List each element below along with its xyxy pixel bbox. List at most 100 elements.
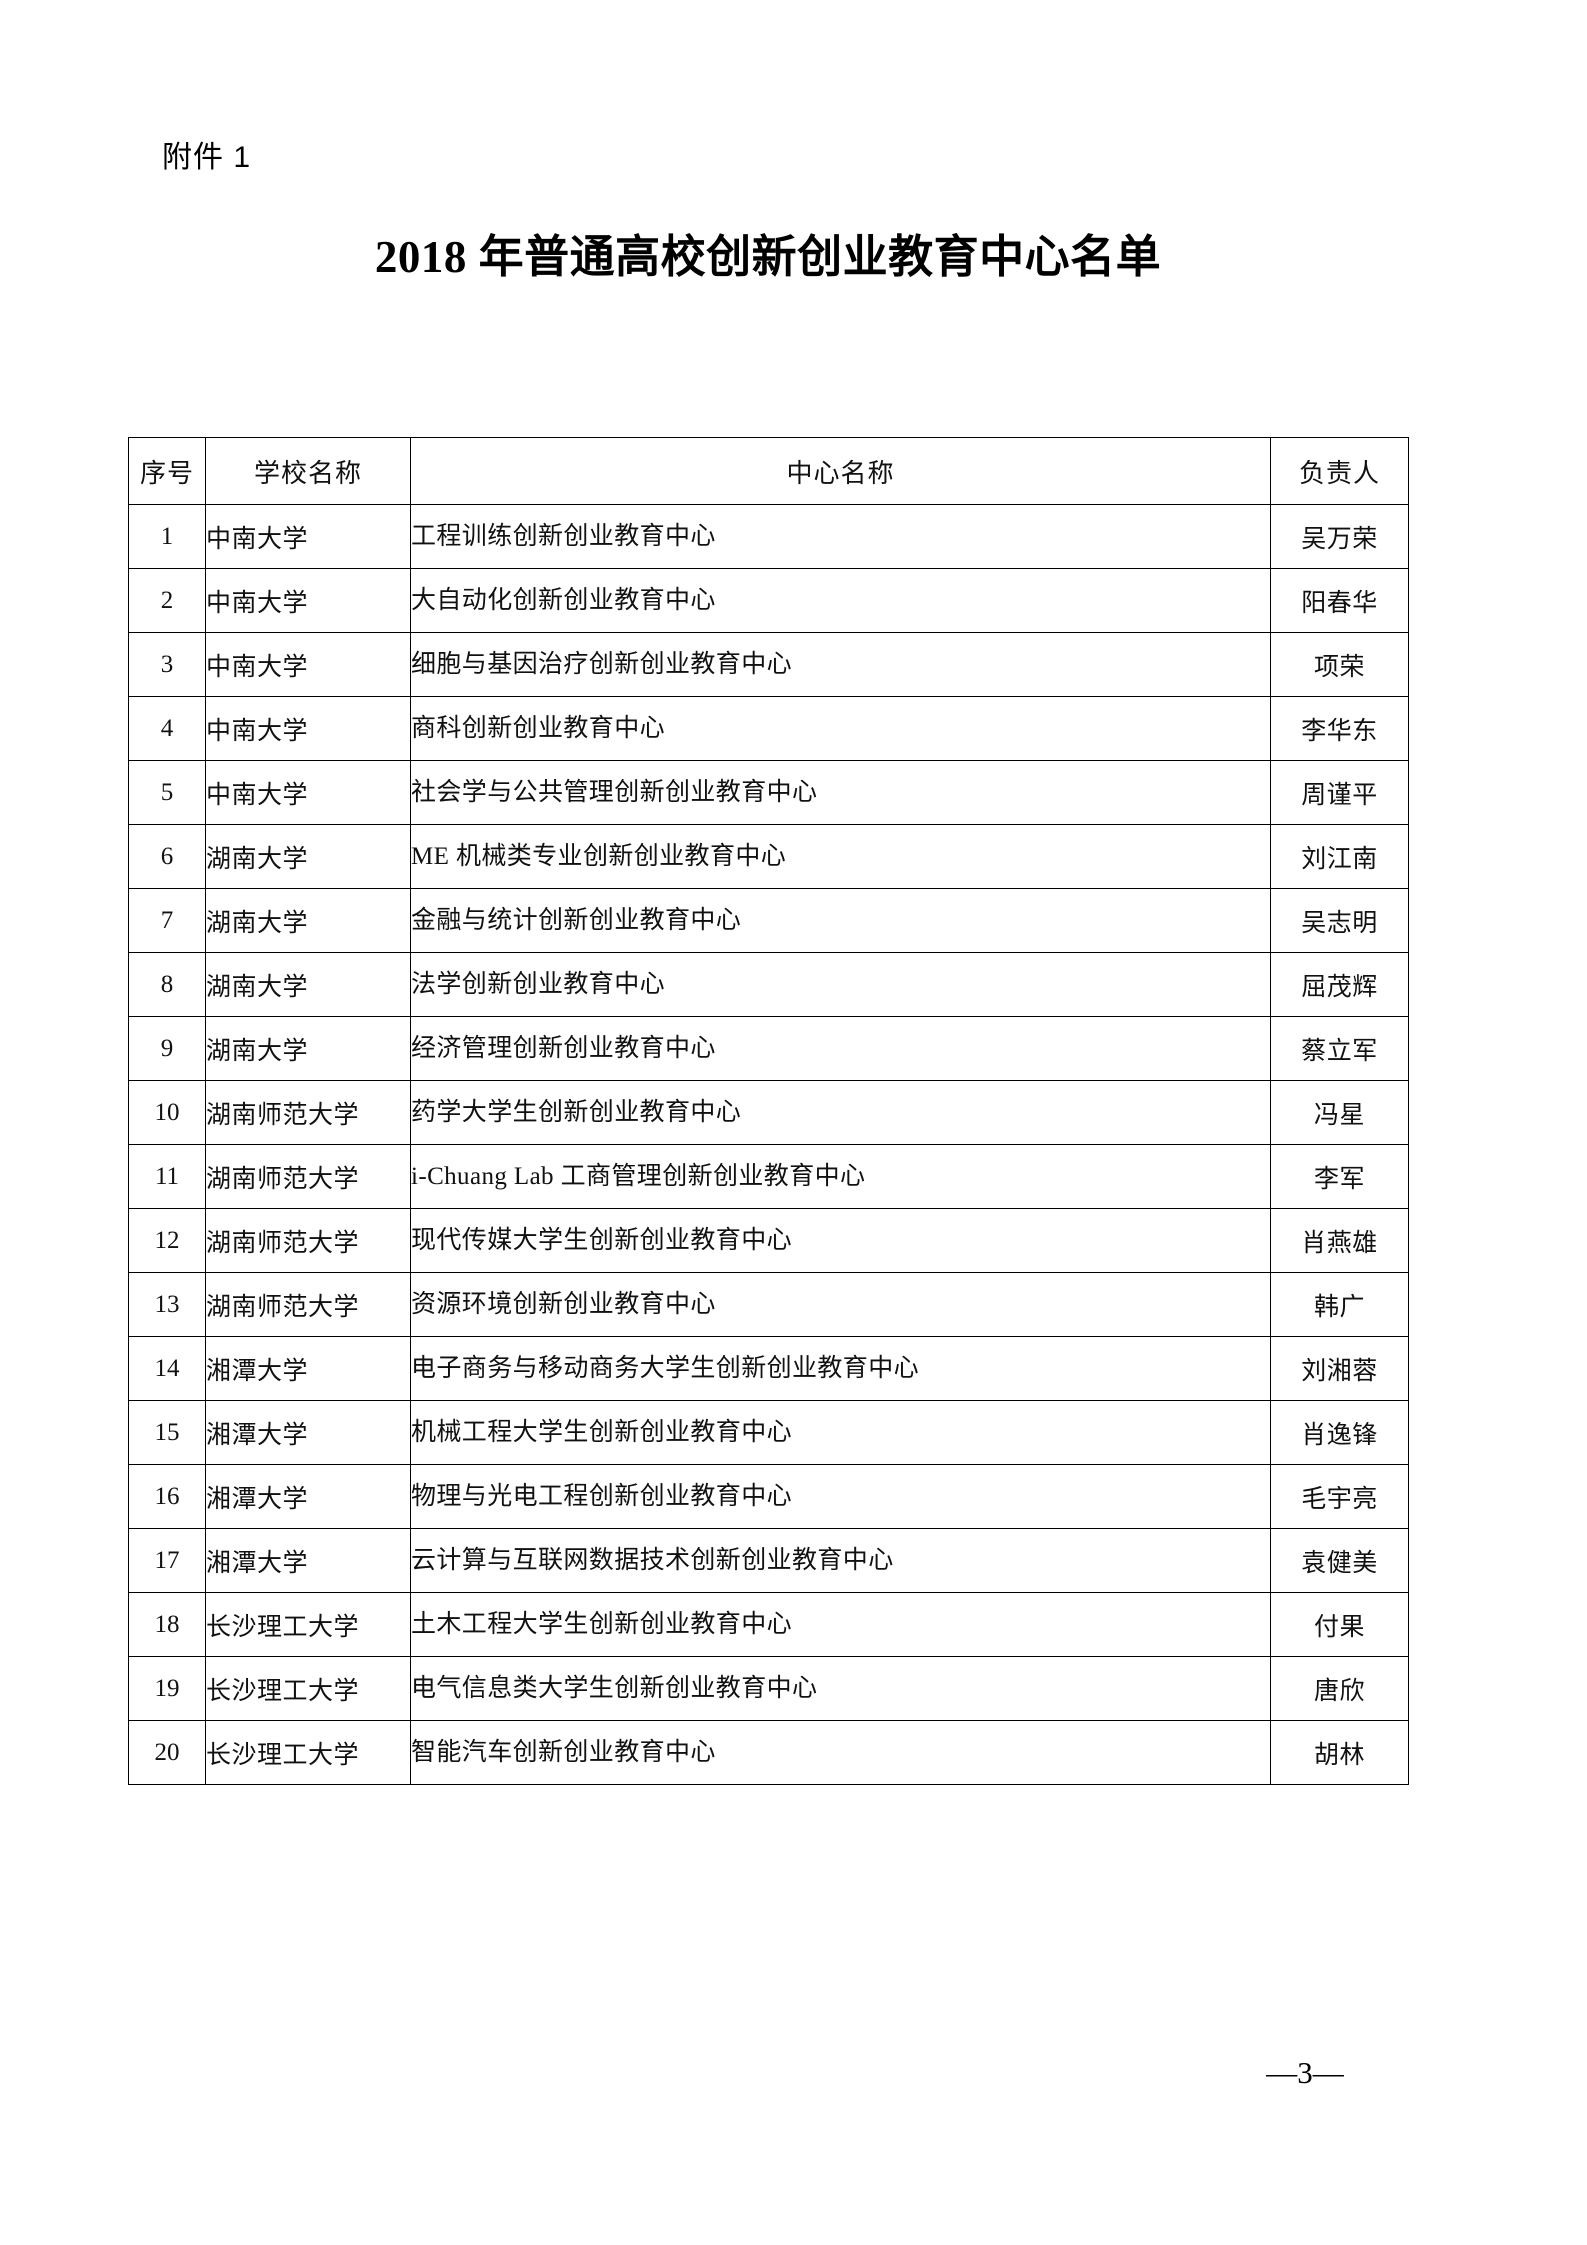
cell-leader: 李军 — [1270, 1144, 1409, 1209]
cell-index: 5 — [128, 760, 206, 825]
table-header: 序号 学校名称 中心名称 负责人 — [128, 437, 1409, 505]
table-row: 19 长沙理工大学 电气信息类大学生创新创业教育中心 唐欣 — [128, 1656, 1409, 1721]
cell-center: 电气信息类大学生创新创业教育中心 — [410, 1656, 1271, 1721]
column-header-center: 中心名称 — [410, 437, 1271, 505]
table-row: 17 湘潭大学 云计算与互联网数据技术创新创业教育中心 袁健美 — [128, 1528, 1409, 1593]
cell-leader: 韩广 — [1270, 1272, 1409, 1337]
center-list-table-container: 序号 学校名称 中心名称 负责人 1 中南大学 工程训练创新创业教育中心 吴万荣 2 中南… — [128, 437, 1409, 1785]
cell-leader: 冯星 — [1270, 1080, 1409, 1145]
cell-center: ME 机械类专业创新创业教育中心 — [410, 824, 1271, 889]
column-header-index: 序号 — [128, 437, 206, 505]
page-title: 2018 年普通高校创新创业教育中心名单 — [374, 232, 1162, 283]
cell-index: 11 — [128, 1144, 206, 1209]
cell-school: 湖南师范大学 — [205, 1272, 411, 1337]
cell-school: 湖南师范大学 — [205, 1080, 411, 1145]
cell-center: 商科创新创业教育中心 — [410, 696, 1271, 761]
cell-school: 中南大学 — [205, 568, 411, 633]
cell-center: i-Chuang Lab 工商管理创新创业教育中心 — [410, 1144, 1271, 1209]
cell-leader: 刘江南 — [1270, 824, 1409, 889]
cell-school: 中南大学 — [205, 760, 411, 825]
cell-school: 湖南大学 — [205, 952, 411, 1017]
cell-index: 15 — [128, 1400, 206, 1465]
center-list-table: 序号 学校名称 中心名称 负责人 1 中南大学 工程训练创新创业教育中心 吴万荣 2 中南… — [128, 437, 1409, 1785]
table-row: 14 湘潭大学 电子商务与移动商务大学生创新创业教育中心 刘湘蓉 — [128, 1336, 1409, 1401]
cell-leader: 蔡立军 — [1270, 1016, 1409, 1081]
table-row: 16 湘潭大学 物理与光电工程创新创业教育中心 毛宇亮 — [128, 1464, 1409, 1529]
table-row: 1 中南大学 工程训练创新创业教育中心 吴万荣 — [128, 504, 1409, 569]
cell-leader: 吴万荣 — [1270, 504, 1409, 569]
cell-leader: 胡林 — [1270, 1720, 1409, 1785]
cell-school: 中南大学 — [205, 632, 411, 697]
cell-index: 6 — [128, 824, 206, 889]
cell-center: 物理与光电工程创新创业教育中心 — [410, 1464, 1271, 1529]
table-header-row: 序号 学校名称 中心名称 负责人 — [128, 437, 1409, 505]
table-row: 9 湖南大学 经济管理创新创业教育中心 蔡立军 — [128, 1016, 1409, 1081]
cell-school: 长沙理工大学 — [205, 1656, 411, 1721]
cell-leader: 付果 — [1270, 1592, 1409, 1657]
column-header-leader: 负责人 — [1270, 437, 1409, 505]
cell-center: 土木工程大学生创新创业教育中心 — [410, 1592, 1271, 1657]
cell-leader: 周谨平 — [1270, 760, 1409, 825]
cell-index: 3 — [128, 632, 206, 697]
cell-leader: 阳春华 — [1270, 568, 1409, 633]
cell-school: 长沙理工大学 — [205, 1592, 411, 1657]
table-row: 2 中南大学 大自动化创新创业教育中心 阳春华 — [128, 568, 1409, 633]
page-number-footer: —3— — [1266, 2055, 1344, 2090]
cell-index: 10 — [128, 1080, 206, 1145]
cell-center: 现代传媒大学生创新创业教育中心 — [410, 1208, 1271, 1273]
table-row: 10 湖南师范大学 药学大学生创新创业教育中心 冯星 — [128, 1080, 1409, 1145]
cell-leader: 袁健美 — [1270, 1528, 1409, 1593]
cell-school: 湖南师范大学 — [205, 1208, 411, 1273]
cell-school: 中南大学 — [205, 504, 411, 569]
cell-center: 机械工程大学生创新创业教育中心 — [410, 1400, 1271, 1465]
cell-leader: 项荣 — [1270, 632, 1409, 697]
cell-school: 湖南师范大学 — [205, 1144, 411, 1209]
cell-school: 中南大学 — [205, 696, 411, 761]
cell-center: 资源环境创新创业教育中心 — [410, 1272, 1271, 1337]
table-row: 5 中南大学 社会学与公共管理创新创业教育中心 周谨平 — [128, 760, 1409, 825]
cell-school: 湖南大学 — [205, 1016, 411, 1081]
cell-index: 20 — [128, 1720, 206, 1785]
cell-index: 9 — [128, 1016, 206, 1081]
table-row: 7 湖南大学 金融与统计创新创业教育中心 吴志明 — [128, 888, 1409, 953]
cell-index: 12 — [128, 1208, 206, 1273]
table-row: 6 湖南大学 ME 机械类专业创新创业教育中心 刘江南 — [128, 824, 1409, 889]
table-row: 18 长沙理工大学 土木工程大学生创新创业教育中心 付果 — [128, 1592, 1409, 1657]
cell-center: 法学创新创业教育中心 — [410, 952, 1271, 1017]
cell-index: 16 — [128, 1464, 206, 1529]
table-row: 11 湖南师范大学 i-Chuang Lab 工商管理创新创业教育中心 李军 — [128, 1144, 1409, 1209]
cell-index: 4 — [128, 696, 206, 761]
cell-leader: 吴志明 — [1270, 888, 1409, 953]
cell-leader: 毛宇亮 — [1270, 1464, 1409, 1529]
cell-index: 7 — [128, 888, 206, 953]
column-header-school: 学校名称 — [205, 437, 411, 505]
cell-center: 电子商务与移动商务大学生创新创业教育中心 — [410, 1336, 1271, 1401]
cell-school: 湘潭大学 — [205, 1336, 411, 1401]
table-row: 15 湘潭大学 机械工程大学生创新创业教育中心 肖逸锋 — [128, 1400, 1409, 1465]
cell-leader: 刘湘蓉 — [1270, 1336, 1409, 1401]
attachment-label: 附件 1 — [162, 141, 252, 174]
cell-school: 湘潭大学 — [205, 1464, 411, 1529]
cell-index: 18 — [128, 1592, 206, 1657]
table-row: 20 长沙理工大学 智能汽车创新创业教育中心 胡林 — [128, 1720, 1409, 1785]
table-body: 1 中南大学 工程训练创新创业教育中心 吴万荣 2 中南大学 大自动化创新创业教育中心 阳春华… — [128, 504, 1409, 1785]
cell-index: 1 — [128, 504, 206, 569]
cell-school: 湘潭大学 — [205, 1528, 411, 1593]
cell-index: 17 — [128, 1528, 206, 1593]
table-row: 4 中南大学 商科创新创业教育中心 李华东 — [128, 696, 1409, 761]
cell-leader: 李华东 — [1270, 696, 1409, 761]
cell-center: 大自动化创新创业教育中心 — [410, 568, 1271, 633]
table-row: 12 湖南师范大学 现代传媒大学生创新创业教育中心 肖燕雄 — [128, 1208, 1409, 1273]
cell-center: 社会学与公共管理创新创业教育中心 — [410, 760, 1271, 825]
cell-center: 药学大学生创新创业教育中心 — [410, 1080, 1271, 1145]
cell-school: 湘潭大学 — [205, 1400, 411, 1465]
cell-center: 智能汽车创新创业教育中心 — [410, 1720, 1271, 1785]
cell-index: 19 — [128, 1656, 206, 1721]
cell-school: 湖南大学 — [205, 888, 411, 953]
cell-center: 细胞与基因治疗创新创业教育中心 — [410, 632, 1271, 697]
cell-center: 经济管理创新创业教育中心 — [410, 1016, 1271, 1081]
table-row: 3 中南大学 细胞与基因治疗创新创业教育中心 项荣 — [128, 632, 1409, 697]
table-row: 13 湖南师范大学 资源环境创新创业教育中心 韩广 — [128, 1272, 1409, 1337]
cell-school: 湖南大学 — [205, 824, 411, 889]
